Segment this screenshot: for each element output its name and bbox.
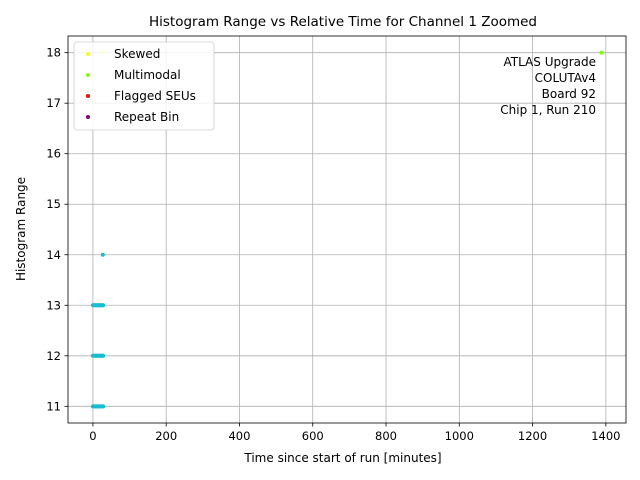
x-tick-label: 600	[302, 429, 324, 443]
legend: Skewed Multimodal Flagged SEUs Repeat Bin	[73, 41, 215, 131]
y-tick-label: 18	[46, 46, 61, 60]
x-tick-label: 1400	[591, 429, 620, 443]
x-tick-label: 800	[375, 429, 397, 443]
plot-frame	[67, 35, 627, 424]
y-tick-label: 14	[46, 248, 61, 262]
legend-marker	[86, 73, 90, 77]
run-annotation: ATLAS Upgrade COLUTAv4 Board 92 Chip 1, Run…	[500, 55, 596, 117]
y-axis: 11 12 13 14 15 16 17 18	[46, 46, 68, 413]
chart-title: Histogram Range vs Relative Time for Cha…	[149, 14, 537, 30]
data-points	[90, 50, 604, 409]
x-axis: 0 200 400 600 800 1000 1200 1400	[89, 423, 620, 443]
data-point	[599, 50, 604, 55]
legend-label: Repeat Bin	[114, 110, 179, 124]
data-point	[101, 353, 106, 358]
data-point	[101, 303, 106, 308]
legend-box	[73, 41, 215, 131]
data-point	[101, 404, 106, 409]
legend-marker	[86, 94, 90, 98]
annotation-line: Board 92	[542, 87, 596, 101]
x-axis-label: Time since start of run [minutes]	[243, 451, 441, 465]
annotation-line: Chip 1, Run 210	[500, 103, 596, 117]
x-tick-label: 1000	[445, 429, 474, 443]
legend-marker	[86, 115, 90, 119]
legend-label: Skewed	[114, 47, 160, 61]
legend-marker	[86, 52, 90, 56]
y-axis-label: Histogram Range	[14, 177, 28, 281]
x-tick-label: 400	[228, 429, 250, 443]
y-tick-label: 15	[46, 197, 61, 211]
y-tick-label: 12	[46, 349, 61, 363]
legend-label: Multimodal	[114, 68, 181, 82]
annotation-line: ATLAS Upgrade	[503, 55, 596, 69]
legend-label: Flagged SEUs	[114, 89, 196, 103]
y-tick-label: 17	[46, 96, 61, 110]
annotation-line: COLUTAv4	[535, 71, 596, 85]
y-tick-label: 11	[46, 399, 61, 413]
x-tick-label: 0	[89, 429, 96, 443]
grid	[68, 36, 626, 423]
y-tick-label: 16	[46, 147, 61, 161]
y-tick-label: 13	[46, 298, 61, 312]
x-tick-label: 200	[155, 429, 177, 443]
x-tick-label: 1200	[518, 429, 547, 443]
data-point	[100, 252, 105, 257]
